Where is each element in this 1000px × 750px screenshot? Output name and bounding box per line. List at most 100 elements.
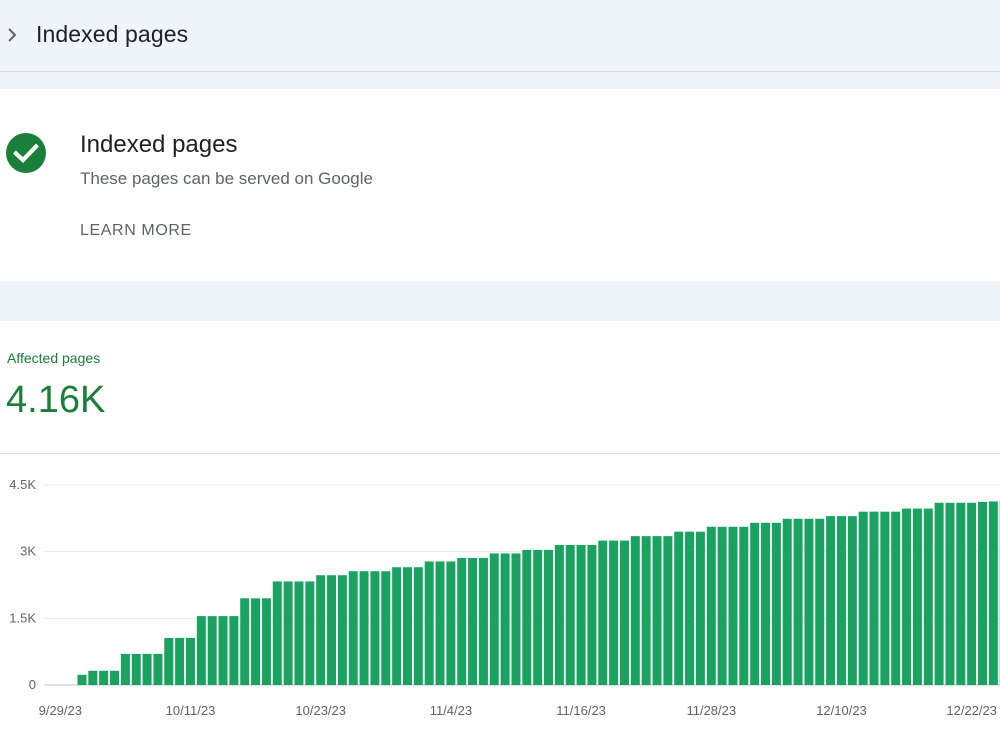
chart-bar[interactable] <box>674 531 684 685</box>
chart-bar[interactable] <box>544 549 554 685</box>
chart-bar[interactable] <box>695 531 705 685</box>
chart-bar[interactable] <box>392 567 402 685</box>
chart-bar[interactable] <box>565 545 575 685</box>
chart-bar[interactable] <box>185 637 195 685</box>
chart-bar[interactable] <box>229 616 239 685</box>
chart-bar[interactable] <box>381 571 391 685</box>
status-card: Indexed pages These pages can be served … <box>0 89 1000 281</box>
chart-bar[interactable] <box>207 616 217 685</box>
y-tick-label: 0 <box>29 677 36 692</box>
chart-bar[interactable] <box>110 670 120 685</box>
chart-bar[interactable] <box>99 670 109 685</box>
chart-bar[interactable] <box>294 581 304 685</box>
status-description: These pages can be served on Google <box>80 169 373 188</box>
chart-bar[interactable] <box>435 561 445 685</box>
chart-bar[interactable] <box>153 653 163 685</box>
chart-bar[interactable] <box>630 536 640 685</box>
chart-bar[interactable] <box>804 518 814 685</box>
chart-bar[interactable] <box>359 571 369 685</box>
chart-bar[interactable] <box>847 516 857 685</box>
chart-bar[interactable] <box>77 674 87 685</box>
chart-bar[interactable] <box>120 653 130 685</box>
chart-bar[interactable] <box>891 511 901 685</box>
chart-bar[interactable] <box>988 501 998 685</box>
chart-bar[interactable] <box>240 598 250 685</box>
page-title: Indexed pages <box>36 21 189 47</box>
chart-bar[interactable] <box>251 598 261 685</box>
chart-bar[interactable] <box>978 501 988 685</box>
chart-bar[interactable] <box>446 561 456 685</box>
chart-bar[interactable] <box>609 540 619 685</box>
chart-bar[interactable] <box>305 581 315 685</box>
chart-bar[interactable] <box>782 518 792 685</box>
chart-bar[interactable] <box>533 549 543 685</box>
chart-bar[interactable] <box>196 616 206 685</box>
chart-bar[interactable] <box>619 540 629 685</box>
page-header: Indexed pages <box>0 0 1000 72</box>
chart-bar[interactable] <box>576 545 586 685</box>
x-tick-label: 10/11/23 <box>166 703 216 718</box>
chart-bar[interactable] <box>489 553 499 685</box>
chart-bar[interactable] <box>478 557 488 685</box>
chart-bar[interactable] <box>912 508 922 685</box>
metric-value: 4.16K <box>6 379 106 421</box>
chart-bar[interactable] <box>728 526 738 685</box>
chart-bar[interactable] <box>88 670 98 685</box>
check-circle-icon <box>6 133 46 173</box>
chart-bar[interactable] <box>218 616 228 685</box>
chart-bar[interactable] <box>272 581 282 685</box>
chart-bar[interactable] <box>771 522 781 685</box>
status-title: Indexed pages <box>80 131 238 158</box>
chart-bar[interactable] <box>337 575 347 685</box>
chart-bar[interactable] <box>836 516 846 685</box>
chart-bar[interactable] <box>554 545 564 685</box>
chart-bar[interactable] <box>457 557 467 685</box>
x-tick-label: 10/23/23 <box>295 703 346 718</box>
chart-bar[interactable] <box>500 553 510 685</box>
chart-bar[interactable] <box>902 508 912 685</box>
chart-bar[interactable] <box>706 526 716 685</box>
chart-bar[interactable] <box>717 526 727 685</box>
chevron-right-icon[interactable] <box>5 25 19 45</box>
chart-bar[interactable] <box>598 540 608 685</box>
chart-bar[interactable] <box>739 526 749 685</box>
chart-bar[interactable] <box>956 502 966 685</box>
chart-bar[interactable] <box>793 518 803 685</box>
chart-bar[interactable] <box>858 511 868 685</box>
chart-bar[interactable] <box>685 531 695 685</box>
chart-bar[interactable] <box>327 575 337 685</box>
chart-bar[interactable] <box>348 571 358 685</box>
chart-bar[interactable] <box>424 561 434 685</box>
chart-bar[interactable] <box>826 516 836 685</box>
chart-bar[interactable] <box>750 522 760 685</box>
chart-bar[interactable] <box>663 536 673 685</box>
chart-bar[interactable] <box>283 581 293 685</box>
chart-bar[interactable] <box>175 637 185 685</box>
chart-bar[interactable] <box>370 571 380 685</box>
chart-bar[interactable] <box>761 522 771 685</box>
chart-bar[interactable] <box>261 598 271 685</box>
chart-bar[interactable] <box>869 511 879 685</box>
chart-bar[interactable] <box>468 557 478 685</box>
chart-bar[interactable] <box>652 536 662 685</box>
chart-bar[interactable] <box>131 653 141 685</box>
chart-bar[interactable] <box>402 567 412 685</box>
chart-bar[interactable] <box>934 502 944 685</box>
metric-label: Affected pages <box>7 350 101 366</box>
chart-bar[interactable] <box>880 511 890 685</box>
chart-bar[interactable] <box>587 545 597 685</box>
chart-bar[interactable] <box>641 536 651 685</box>
chart-bar[interactable] <box>815 518 825 685</box>
chart-bar[interactable] <box>316 575 326 685</box>
chart-bar[interactable] <box>413 567 423 685</box>
chart-bar[interactable] <box>522 549 532 685</box>
chart-bar[interactable] <box>142 653 152 685</box>
chart-bar[interactable] <box>164 637 174 685</box>
chart-bar[interactable] <box>923 508 933 685</box>
chart-bar[interactable] <box>945 502 955 685</box>
affected-pages-chart[interactable]: 0 1.5K 3K 4.5K 9/29/23 10/11/23 10/23/23 11/4/2… <box>0 321 1000 750</box>
chart-bar[interactable] <box>967 502 977 685</box>
learn-more-button[interactable]: LEARN MORE <box>80 222 192 239</box>
y-tick-label: 4.5K <box>9 477 36 492</box>
chart-bar[interactable] <box>511 553 521 685</box>
